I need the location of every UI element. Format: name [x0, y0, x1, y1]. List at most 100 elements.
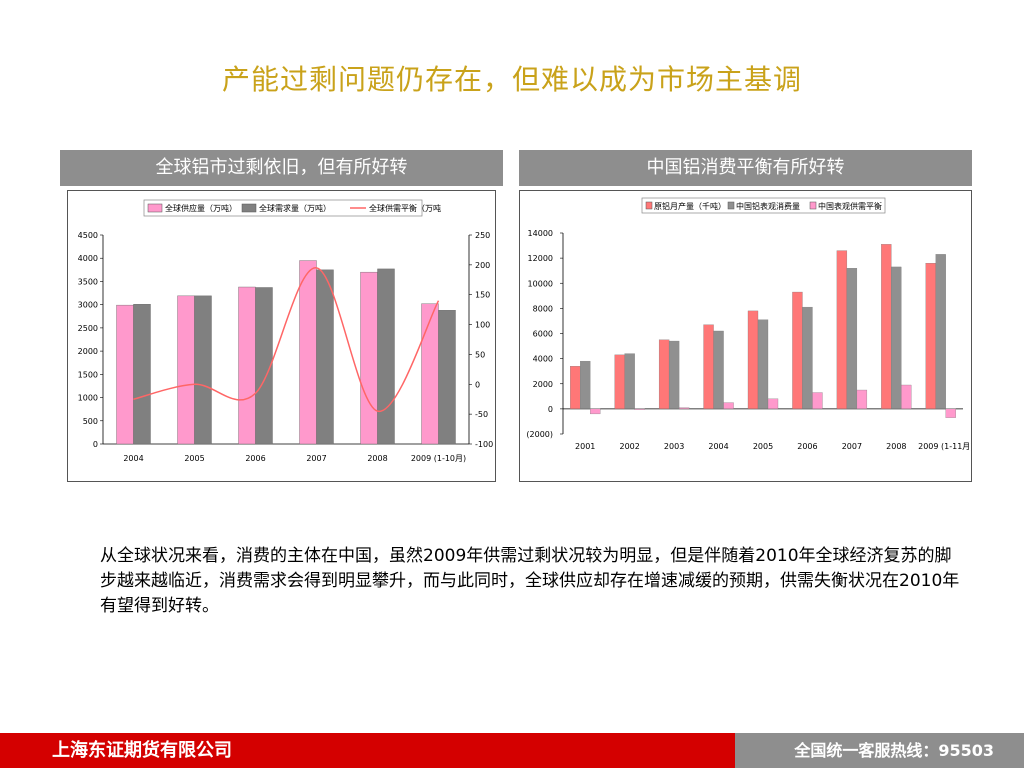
- bar-supply: [116, 304, 134, 445]
- x-tick-label: 2008: [367, 454, 387, 463]
- bar-demand: [255, 287, 273, 445]
- bar-series-3: [945, 408, 956, 418]
- balance-line: [133, 267, 440, 412]
- legend-label: 全球供需平衡（万吨: [369, 203, 441, 213]
- legend-swatch: [241, 203, 257, 213]
- bar-series-2: [846, 268, 858, 410]
- y-tick-label: 1500: [78, 370, 98, 379]
- bar-series-3: [767, 398, 779, 410]
- y-tick-label: 2500: [78, 324, 98, 333]
- bar-series-1: [792, 291, 803, 410]
- bar-series-2: [935, 254, 946, 410]
- x-tick-label: 2004: [708, 442, 728, 451]
- bar-series-1: [703, 324, 714, 410]
- y-tick-label: 500: [83, 417, 98, 426]
- bar-series-3: [590, 408, 601, 415]
- bar-supply: [299, 260, 317, 445]
- global-aluminum-chart-svg: 全球供应量（万吨） 全球需求量（万吨） 全球供需平衡（万吨 4500 4000 3500 3…: [78, 199, 493, 463]
- legend-label: 中国表观供需平衡: [818, 201, 882, 211]
- bar-demand: [194, 295, 212, 445]
- x-tick-label: 2001: [575, 442, 595, 451]
- hotline-box: 全国统一客服热线：95503: [735, 733, 1024, 768]
- x-tick-label: 2006: [245, 454, 265, 463]
- bar-series-1: [614, 354, 625, 410]
- x-tick-label: 2008: [886, 442, 906, 451]
- bar-series-3: [856, 389, 868, 410]
- x-tick-label: 2003: [664, 442, 684, 451]
- bar-series-1: [881, 244, 892, 410]
- bar-series-3: [901, 384, 912, 410]
- bar-supply: [177, 295, 195, 445]
- bar-series-2: [713, 330, 724, 410]
- bar-series-3: [634, 408, 645, 410]
- global-aluminum-chart: 全球供应量（万吨） 全球需求量（万吨） 全球供需平衡（万吨 4500 4000 3500 3…: [67, 190, 496, 482]
- bar-series-3: [723, 402, 734, 410]
- bar-demand: [133, 304, 151, 445]
- y-tick-label: 8000: [533, 304, 553, 313]
- x-tick-label: 2004: [123, 454, 143, 463]
- bar-series-1: [570, 366, 581, 410]
- x-tick-label: 2002: [619, 442, 639, 451]
- y-tick-label: 4500: [78, 231, 98, 240]
- china-aluminum-chart-svg: 原铝月产量（千吨） 中国铝表观消费量 中国表观供需平衡 14000 12000 10000…: [526, 197, 971, 451]
- legend-label: 中国铝表观消费量: [736, 201, 800, 211]
- footer-bar: 上海东证期货有限公司 全国统一客服热线：95503: [0, 733, 1024, 768]
- legend-box: [641, 197, 886, 214]
- legend-swatch: [645, 201, 653, 210]
- bar-demand: [316, 269, 334, 445]
- bar-series-2: [580, 360, 591, 410]
- bar-supply: [421, 303, 439, 445]
- y-tick-label: 4000: [533, 355, 553, 364]
- y-tick-label: 3500: [78, 277, 98, 286]
- y-tick-label: 0: [93, 440, 98, 449]
- left-chart-header: 全球铝市过剩依旧，但有所好转: [60, 150, 503, 186]
- x-tick-label: 2009 (1-11月): [918, 442, 971, 451]
- body-paragraph: 从全球状况来看，消费的主体在中国，虽然2009年供需过剩状况较为明显，但是伴随着…: [100, 546, 960, 616]
- bar-demand: [438, 310, 456, 445]
- y-tick-label: 0: [548, 405, 553, 414]
- y-tick-label: 2000: [533, 380, 553, 389]
- y-tick-label: 10000: [528, 279, 553, 288]
- legend-swatch: [147, 203, 163, 213]
- y-tick-label: 6000: [533, 330, 553, 339]
- y2-tick-label: -50: [475, 410, 488, 419]
- x-tick-label: 2009 (1-10月): [411, 454, 466, 463]
- bar-series-1: [925, 263, 936, 410]
- legend-swatch: [727, 201, 735, 210]
- bar-demand: [377, 268, 395, 445]
- x-tick-label: 2007: [306, 454, 326, 463]
- bar-supply: [360, 271, 378, 445]
- hotline-text: 全国统一客服热线：95503: [794, 741, 994, 760]
- y2-tick-label: 200: [475, 261, 490, 270]
- legend-swatch: [809, 201, 817, 210]
- bar-series-2: [624, 353, 635, 410]
- bar-supply: [238, 286, 256, 445]
- china-aluminum-chart: 原铝月产量（千吨） 中国铝表观消费量 中国表观供需平衡 14000 12000 10000…: [519, 190, 972, 482]
- y-tick-label: 14000: [528, 229, 553, 238]
- company-name: 上海东证期货有限公司: [52, 740, 232, 761]
- y2-tick-label: 250: [475, 231, 490, 240]
- x-tick-label: 2005: [753, 442, 773, 451]
- y-tick-label: (2000): [526, 430, 553, 439]
- y-tick-label: 12000: [528, 254, 553, 263]
- y-tick-label: 1000: [78, 394, 98, 403]
- y2-tick-label: 0: [475, 380, 480, 389]
- x-tick-label: 2005: [184, 454, 204, 463]
- y2-tick-label: 150: [475, 291, 490, 300]
- y-tick-label: 4000: [78, 254, 98, 263]
- legend-label: 全球需求量（万吨）: [259, 203, 331, 213]
- bar-series-2: [802, 306, 813, 410]
- bar-series-2: [757, 319, 769, 410]
- right-chart-header: 中国铝消费平衡有所好转: [519, 150, 972, 186]
- y2-tick-label: 100: [475, 321, 490, 330]
- y2-tick-label: 50: [475, 350, 485, 359]
- bar-series-2: [891, 266, 902, 410]
- bar-series-3: [678, 407, 690, 410]
- y-tick-label: 2000: [78, 347, 98, 356]
- y2-tick-label: -100: [475, 440, 493, 449]
- bar-series-1: [658, 339, 670, 410]
- bar-series-3: [812, 392, 823, 410]
- slide-title: 产能过剩问题仍存在，但难以成为市场主基调: [221, 63, 802, 96]
- bar-series-1: [836, 250, 848, 410]
- y-tick-label: 3000: [78, 301, 98, 310]
